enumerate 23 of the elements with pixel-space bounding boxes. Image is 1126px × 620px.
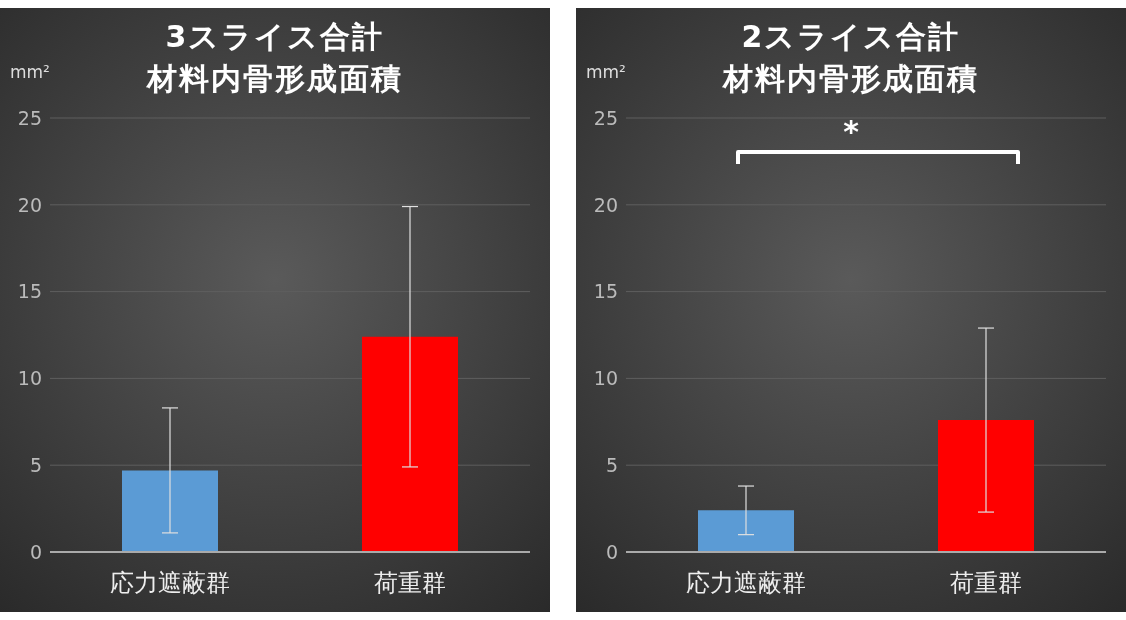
chart-title: 2スライス合計 <box>740 18 962 56</box>
y-tick-label: 15 <box>17 280 42 303</box>
y-tick-label: 5 <box>29 453 42 476</box>
y-tick-label: 5 <box>605 453 618 476</box>
x-tick-label: 荷重群 <box>374 569 446 598</box>
y-tick-label: 25 <box>593 106 618 129</box>
y-axis-title: mm² <box>586 62 626 82</box>
y-tick-label: 10 <box>17 367 42 390</box>
y-tick-label: 15 <box>593 280 618 303</box>
y-tick-label: 25 <box>17 106 42 129</box>
annotation: * <box>843 114 859 150</box>
y-tick-label: 0 <box>29 540 42 563</box>
y-tick-label: 0 <box>605 540 618 563</box>
x-tick-label: 応力遮蔽群 <box>110 569 230 598</box>
chart-subtitle: 材料内骨形成面積 <box>147 61 403 96</box>
chart-title: 3スライス合計 <box>164 18 386 56</box>
chart-subtitle: 材料内骨形成面積 <box>723 61 979 96</box>
x-tick-label: 荷重群 <box>950 569 1022 598</box>
y-tick-label: 20 <box>17 193 42 216</box>
x-tick-label: 応力遮蔽群 <box>686 569 806 598</box>
y-tick-label: 10 <box>593 367 618 390</box>
y-axis-title: mm² <box>10 62 50 82</box>
y-tick-label: 20 <box>593 193 618 216</box>
